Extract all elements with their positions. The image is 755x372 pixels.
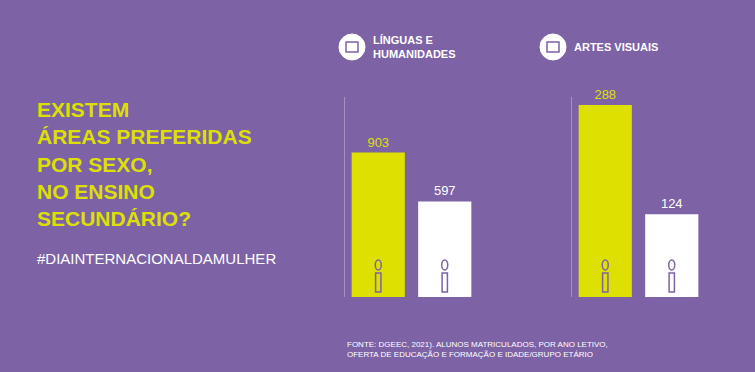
svg-text:LÍNGUAS EHUMANIDADES: LÍNGUAS EHUMANIDADES	[373, 34, 456, 60]
svg-text:FONTE: DGEEC, 2021). ALUNOS MA: FONTE: DGEEC, 2021). ALUNOS MATRICULADOS…	[347, 340, 608, 359]
svg-text:EXISTEMÁREAS PREFERIDASPOR SEX: EXISTEMÁREAS PREFERIDASPOR SEXO,NO ENSIN…	[37, 98, 252, 230]
svg-text:903: 903	[367, 135, 389, 150]
svg-text:124: 124	[661, 196, 683, 211]
svg-text:288: 288	[594, 87, 616, 102]
svg-text:ARTES VISUAIS: ARTES VISUAIS	[574, 41, 658, 53]
svg-text:#DIAINTERNACIONALDAMULHER: #DIAINTERNACIONALDAMULHER	[37, 250, 276, 267]
svg-text:597: 597	[434, 183, 456, 198]
